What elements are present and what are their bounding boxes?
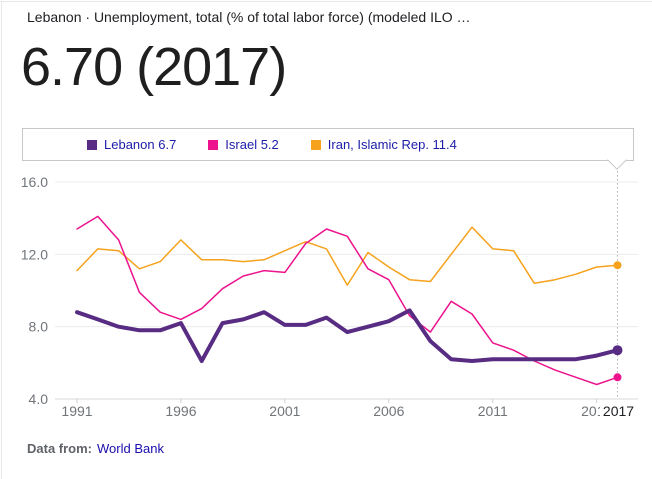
legend-item-iran[interactable]: Iran, Islamic Rep. 11.4 (310, 137, 457, 152)
end-dot-iran-islamic-rep (613, 261, 622, 270)
y-axis-label: 16.0 (21, 174, 48, 190)
current-value: 6.70 (2017) (21, 37, 287, 97)
x-axis-label: 1996 (165, 403, 196, 419)
x-axis-label: 2006 (373, 403, 404, 419)
card-top-border (0, 1, 652, 2)
series-line-lebanon (75, 308, 620, 363)
end-dot-israel (613, 373, 622, 382)
legend-label: Israel 5.2 (225, 137, 279, 152)
legend-label: Iran, Islamic Rep. 11.4 (327, 137, 457, 152)
x-axis-label: 2011 (478, 403, 508, 419)
israel-swatch-icon (208, 139, 219, 150)
world-bank-link[interactable]: World Bank (97, 441, 164, 456)
data-source-prefix: Data from: (27, 441, 93, 456)
card-left-border (1, 1, 2, 479)
legend-label: Lebanon 6.7 (104, 137, 177, 152)
lebanon-swatch-icon (87, 139, 97, 150)
legend-tooltip: Lebanon 6.7 Israel 5.2 Iran, Islamic Rep… (22, 128, 634, 161)
y-axis-label: 4.0 (29, 391, 49, 407)
series-line-iran-islamic-rep (76, 226, 619, 286)
card-title: Lebanon · Unemployment, total (% of tota… (27, 9, 471, 25)
year-label-mask (600, 403, 640, 420)
highlight-year-label: 2017 (603, 403, 634, 419)
iran-swatch-icon (310, 139, 321, 150)
legend-item-lebanon[interactable]: Lebanon 6.7 (87, 137, 176, 152)
x-axis-label: 2001 (269, 403, 300, 419)
y-axis-label: 8.0 (29, 319, 49, 335)
end-dot-lebanon (612, 345, 623, 356)
y-axis-label: 12.0 (21, 246, 48, 262)
data-source: Data from: World Bank (27, 441, 164, 456)
x-axis-label: 1991 (61, 403, 92, 419)
legend-item-israel[interactable]: Israel 5.2 (208, 137, 279, 152)
